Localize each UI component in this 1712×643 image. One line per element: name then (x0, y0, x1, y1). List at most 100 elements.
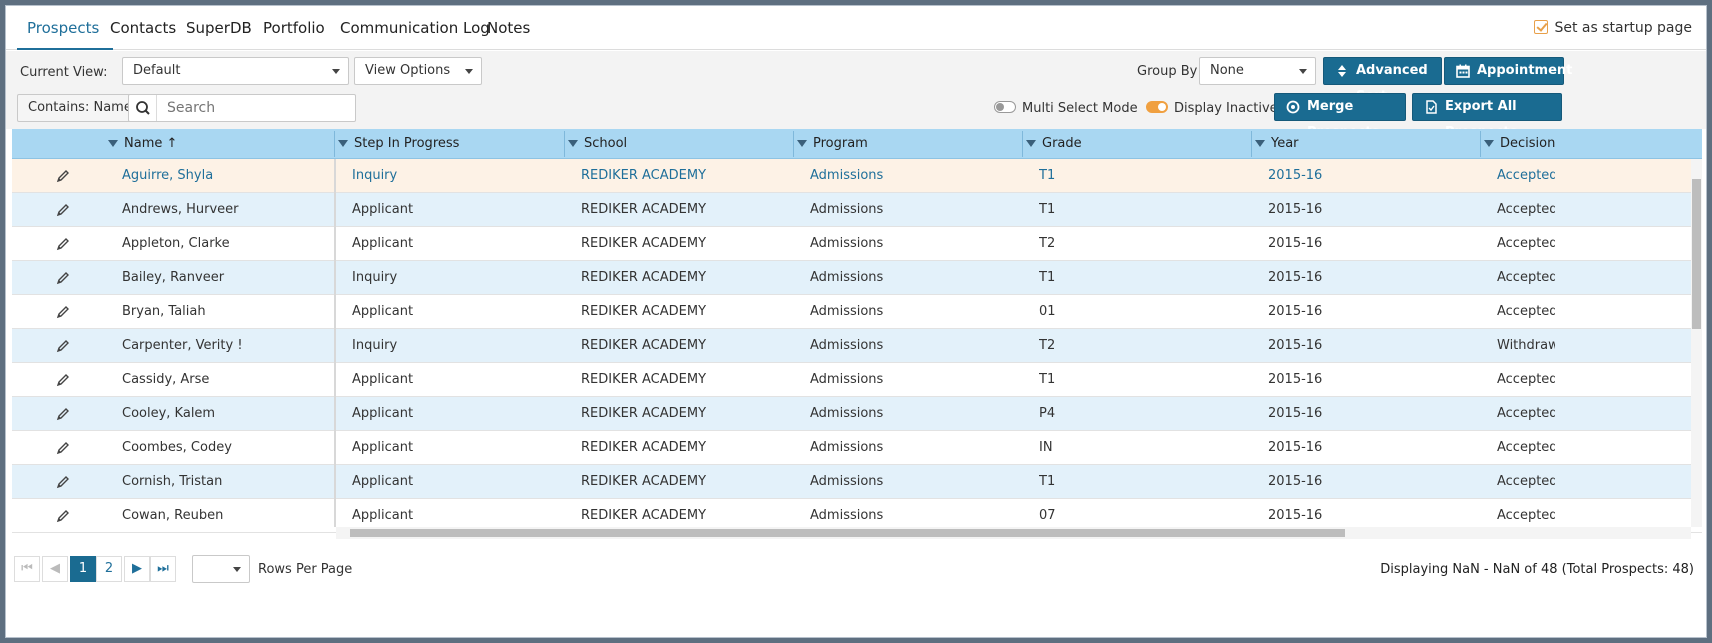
column-header-year-label: Year (1271, 136, 1299, 151)
cell-name[interactable]: Aguirre, Shyla (122, 168, 214, 183)
column-header-name[interactable]: Name ↑ (108, 129, 177, 159)
filter-icon[interactable] (797, 140, 807, 147)
first-page-icon[interactable]: ⏮ (14, 556, 40, 582)
search-input[interactable] (167, 99, 347, 117)
column-header-year[interactable]: Year (1255, 129, 1299, 159)
column-header-program[interactable]: Program (797, 129, 868, 159)
column-header-grade[interactable]: Grade (1026, 129, 1082, 159)
cell-name[interactable]: Andrews, Hurveer (122, 202, 239, 217)
edit-pencil-icon[interactable] (56, 169, 70, 183)
cell-name[interactable]: Cassidy, Arse (122, 372, 210, 387)
tab-communication-log[interactable]: Communication Log (340, 19, 490, 37)
toggle-off-icon[interactable] (994, 101, 1016, 113)
cell-name[interactable]: Carpenter, Verity ! (122, 338, 243, 353)
table-row[interactable]: Appleton, Clarke Applicant REDIKER ACADEMY… (12, 227, 1702, 261)
merge-prospects-button[interactable]: Merge Prospects (1274, 93, 1406, 140)
cell-name[interactable]: Cowan, Reuben (122, 508, 224, 523)
page-1-button[interactable]: 1 (70, 556, 96, 582)
edit-pencil-icon[interactable] (56, 407, 70, 421)
cell-name[interactable]: Cooley, Kalem (122, 406, 216, 421)
export-file-icon (1426, 100, 1437, 114)
export-all-prospects-button[interactable]: Export All Prospects (1412, 93, 1562, 140)
edit-pencil-icon[interactable] (56, 441, 70, 455)
column-header-name-label: Name (124, 136, 163, 151)
edit-pencil-icon[interactable] (56, 475, 70, 489)
edit-pencil-icon[interactable] (56, 373, 70, 387)
edit-pencil-icon[interactable] (56, 271, 70, 285)
table-row[interactable]: Aguirre, Shyla Inquiry REDIKER ACADEMY Admi… (12, 159, 1702, 193)
view-options-select[interactable]: View Options (354, 57, 482, 85)
cell-grade: T2 (1039, 338, 1056, 353)
table-row[interactable]: Cooley, Kalem Applicant REDIKER ACADEMY Adm… (12, 397, 1702, 431)
cell-step: Inquiry (352, 338, 398, 353)
advanced-sort-button[interactable]: Advanced Sort (1323, 57, 1442, 104)
column-divider[interactable] (1251, 131, 1252, 157)
previous-page-icon[interactable]: ◀ (42, 556, 68, 582)
tab-prospects[interactable]: Prospects (27, 19, 100, 37)
edit-pencil-icon[interactable] (56, 237, 70, 251)
filter-icon[interactable] (568, 140, 578, 147)
rows-per-page-select[interactable] (192, 555, 250, 583)
last-page-icon[interactable]: ⏭ (150, 556, 176, 582)
display-inactive-toggle[interactable]: Display Inactive (1146, 101, 1278, 116)
cell-name[interactable]: Cornish, Tristan (122, 474, 223, 489)
search-icon[interactable] (129, 95, 157, 121)
cell-name[interactable]: Coombes, Codey (122, 440, 232, 455)
contains-name-button[interactable]: Contains: Name (17, 94, 143, 122)
cell-name[interactable]: Bailey, Ranveer (122, 270, 225, 285)
next-page-icon[interactable]: ▶ (124, 556, 150, 582)
table-row[interactable]: Coombes, Codey Applicant REDIKER ACADEMY Ad… (12, 431, 1702, 465)
table-row[interactable]: Andrews, Hurveer Applicant REDIKER ACADEMY… (12, 193, 1702, 227)
edit-pencil-icon[interactable] (56, 509, 70, 523)
cell-year: 2015-16 (1268, 508, 1323, 523)
column-header-decision-label: Decision (1500, 136, 1556, 151)
column-divider[interactable] (1480, 131, 1481, 157)
table-row[interactable]: Bryan, Taliah Applicant REDIKER ACADEMY Adm… (12, 295, 1702, 329)
tab-superdb[interactable]: SuperDB (186, 19, 252, 37)
group-by-select[interactable]: None (1199, 57, 1316, 85)
search-box[interactable] (128, 94, 356, 122)
column-divider[interactable] (793, 131, 794, 157)
edit-pencil-icon[interactable] (56, 203, 70, 217)
column-divider[interactable] (564, 131, 565, 157)
checkbox-checked-icon[interactable] (1534, 20, 1549, 34)
cell-step: Applicant (352, 372, 414, 387)
tab-contacts[interactable]: Contacts (110, 19, 177, 37)
toggle-on-icon[interactable] (1146, 101, 1168, 113)
horizontal-scrollbar[interactable] (336, 527, 1691, 539)
table-row[interactable]: Bailey, Ranveer Inquiry REDIKER ACADEMY Adm… (12, 261, 1702, 295)
column-divider[interactable] (1022, 131, 1023, 157)
filter-icon[interactable] (108, 140, 118, 147)
cell-grade: T1 (1039, 474, 1056, 489)
appointment-button[interactable]: Appointment (1444, 57, 1572, 85)
edit-pencil-icon[interactable] (56, 305, 70, 319)
vertical-scroll-thumb[interactable] (1692, 179, 1701, 329)
edit-pencil-icon[interactable] (56, 339, 70, 353)
chevron-down-icon (233, 567, 241, 572)
filter-icon[interactable] (1026, 140, 1036, 147)
filter-icon[interactable] (1484, 140, 1494, 147)
column-header-decision[interactable]: Decision (1484, 129, 1555, 159)
column-divider[interactable] (334, 131, 335, 157)
tab-portfolio[interactable]: Portfolio (263, 19, 325, 37)
cell-name[interactable]: Appleton, Clarke (122, 236, 230, 251)
filter-icon[interactable] (1255, 140, 1265, 147)
cell-name[interactable]: Bryan, Taliah (122, 304, 206, 319)
cell-school: REDIKER ACADEMY (581, 338, 707, 353)
filter-icon[interactable] (338, 140, 348, 147)
column-header-step[interactable]: Step In Progress (338, 129, 459, 159)
page-2-button[interactable]: 2 (96, 556, 122, 582)
multi-select-toggle[interactable]: Multi Select Mode (994, 101, 1138, 116)
table-row[interactable]: Carpenter, Verity ! Inquiry REDIKER ACADEM… (12, 329, 1702, 363)
cell-year: 2015-16 (1268, 372, 1323, 387)
horizontal-scroll-thumb[interactable] (350, 529, 1345, 537)
cell-program: Admissions (810, 168, 884, 183)
column-header-school[interactable]: School (568, 129, 627, 159)
table-row[interactable]: Cornish, Tristan Applicant REDIKER ACADEMY… (12, 465, 1702, 499)
current-view-select[interactable]: Default (122, 57, 349, 85)
startup-toggle[interactable]: Set as startup page (1534, 20, 1692, 36)
table-row[interactable]: Cassidy, Arse Applicant REDIKER ACADEMY Adm… (12, 363, 1702, 397)
vertical-scrollbar[interactable] (1691, 159, 1702, 527)
cell-decision: Accepted (1497, 202, 1555, 217)
tab-notes[interactable]: Notes (487, 19, 531, 37)
